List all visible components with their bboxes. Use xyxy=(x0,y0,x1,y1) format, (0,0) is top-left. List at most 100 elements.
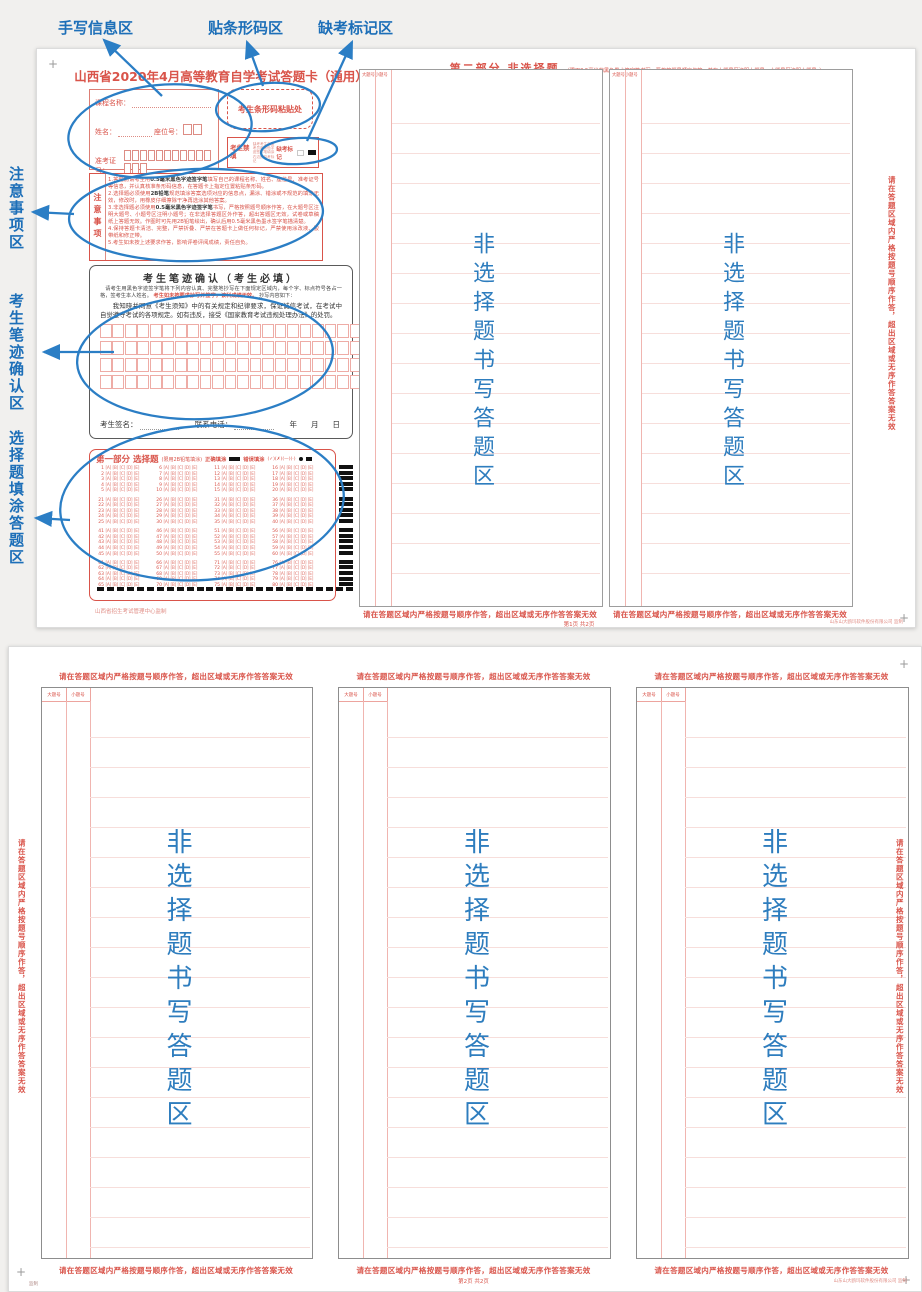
option-bubble-B: [B] xyxy=(228,551,235,557)
timing-mark xyxy=(339,476,353,481)
option-bubble-E: [E] xyxy=(191,519,198,525)
copy-grid-cell xyxy=(312,375,324,390)
confirm-statement: 我知晓并同意《考生须知》中的有关规定和纪律要求，保证诚信考试，在考试中自觉遵守考… xyxy=(100,301,342,319)
essay-area-watermark: 非选择题书写答题区 xyxy=(459,828,490,1134)
sync-dash xyxy=(276,587,284,591)
wrong-fill-label: 错误填涂 xyxy=(243,457,265,463)
timing-mark xyxy=(339,582,353,587)
copy-grid-cell xyxy=(149,358,162,373)
page-number: 第1页 共2页 xyxy=(563,622,595,628)
copy-grid-cell xyxy=(112,358,125,373)
copy-grid-cell xyxy=(212,341,224,356)
option-bubble-B: [B] xyxy=(112,551,119,557)
copy-grid-cell xyxy=(237,358,249,373)
copy-grid-cell xyxy=(124,375,137,390)
sync-dash xyxy=(176,587,184,591)
option-bubble-C: [C] xyxy=(119,519,126,525)
option-bubble-D: [D] xyxy=(300,519,307,525)
copy-grid-cell xyxy=(324,375,337,390)
option-bubble-A: [A] xyxy=(221,519,228,525)
copy-grid-cell xyxy=(199,324,212,339)
option-bubble-D: [D] xyxy=(300,488,307,494)
column-warning: 请在答题区域内严格按题号顺序作答，超出区域或无序作答答案无效 xyxy=(356,672,591,681)
option-bubble-A: [A] xyxy=(279,519,286,525)
notice-item-3: 3.非选择题必须使用0.5毫米黑色字迹签字笔书写，严格按照题号顺序作答，在大题号… xyxy=(108,205,319,225)
timing-mark xyxy=(339,528,353,533)
essay-area-watermark: 非选择题书写答题区 xyxy=(469,232,494,493)
big-question-divider xyxy=(363,701,364,1258)
essay-column-2: 大题号小题号 非选择题书写答题区 xyxy=(609,69,853,607)
option-bubble-D: [D] xyxy=(184,519,191,525)
sheet-title: 山西省2020年4月高等教育自学考试答题卡（通用） xyxy=(74,69,368,84)
forbidden-note: 缺考考生由监考员用黑色字迹签字笔填涂右边的缺考标记 xyxy=(252,141,275,163)
column-warning: 请在答题区域内严格按题号顺序作答，超出区域或无序作答答案无效 xyxy=(654,1266,889,1275)
confirm-instruction-b: 抄写内容如下： xyxy=(258,292,296,299)
small-question-header: 小题号 xyxy=(66,688,91,702)
copy-grid-cell xyxy=(249,375,262,390)
copy-grid-cell xyxy=(299,358,312,373)
question-50: 50 [A] [B] [C] [D] [E] xyxy=(153,552,211,558)
question-number: 60 xyxy=(272,551,278,557)
copy-grid-cell xyxy=(112,341,125,356)
question-70: 70 [A] [B] [C] [D] [E] xyxy=(153,583,211,589)
essay-column-5: 大题号 小题号 非选择题书写答题区 xyxy=(636,687,909,1259)
copy-grid-cell xyxy=(224,341,237,356)
big-question-divider xyxy=(375,70,376,606)
big-question-divider xyxy=(661,701,662,1258)
timing-mark xyxy=(339,470,353,475)
sync-dash xyxy=(216,587,224,591)
question-30: 30 [A] [B] [C] [D] [E] xyxy=(153,520,211,526)
copy-grid-row xyxy=(100,358,374,373)
phone-label: 联系电话： xyxy=(194,420,233,429)
option-bubble-B: [B] xyxy=(170,488,177,494)
choice-subtitle: (限用2B铅笔填涂) xyxy=(161,456,203,463)
option-bubble-B: [B] xyxy=(228,583,235,589)
copy-grid-cell xyxy=(100,324,112,339)
copy-grid-cell xyxy=(312,358,324,373)
confirm-instruction: 请考生用黑色字迹签字笔将下列内容认真、完整地抄写在下面规定区域内，每个字、标点符… xyxy=(100,286,342,300)
sync-dash xyxy=(306,587,314,591)
column-warning: 请在答题区域内严格按题号顺序作答，超出区域或无序作答答案无效 xyxy=(613,610,847,619)
timing-mark xyxy=(339,571,353,575)
copy-grid-cell xyxy=(249,358,262,373)
margin-warning-right: 请在答题区域内严格按题号顺序作答，超出区域或无序作答答案无效 xyxy=(887,176,897,431)
sync-dash xyxy=(296,587,304,591)
copy-grid-row xyxy=(100,324,374,339)
sync-dash xyxy=(256,587,264,591)
timing-mark xyxy=(339,502,353,507)
part1-label: 第一部分 xyxy=(96,455,131,465)
option-bubble-C: [C] xyxy=(119,551,126,557)
option-bubble-E: [E] xyxy=(249,488,256,494)
essay-area-watermark: 非选择题书写答题区 xyxy=(719,232,744,493)
copy-grid-cell xyxy=(112,324,125,339)
copy-grid-cell xyxy=(312,341,324,356)
sync-dash xyxy=(325,587,333,591)
copy-grid-cell xyxy=(162,375,175,390)
question-row: 45 [A] [B] [C] [D] [E] 50 [A] [B] [C] [D] [E] 55 [A][… xyxy=(95,552,332,558)
seat-digit-box xyxy=(183,124,192,135)
copy-grid-cell xyxy=(212,324,224,339)
sync-dash xyxy=(196,587,204,591)
sync-dash-row xyxy=(97,587,353,591)
copy-grid-cell xyxy=(274,341,287,356)
multiple-choice-box: 第一部分 选择题 (限用2B铅笔填涂) 正确填涂 错误填涂 (✓)(✗)(—)(… xyxy=(89,449,336,601)
question-number: 45 xyxy=(98,551,104,557)
essay-column-3: 大题号 小题号 非选择题书写答题区 xyxy=(41,687,313,1259)
copy-grid-cell xyxy=(337,341,349,356)
question-number: 30 xyxy=(156,519,162,525)
copy-grid-cell xyxy=(299,324,312,339)
option-bubble-B: [B] xyxy=(286,519,293,525)
sync-dash xyxy=(286,587,294,591)
annotation-choice-fill-area: 选择题填涂答题区 xyxy=(7,430,25,566)
barcode-paste-label: 考生条形码粘贴处 xyxy=(238,104,302,114)
ticket-digit-box xyxy=(196,150,204,161)
question-45: 45 [A] [B] [C] [D] [E] xyxy=(95,552,153,558)
signature-label: 考生签名： xyxy=(100,420,138,429)
option-bubble-C: [C] xyxy=(119,583,126,589)
question-block-1: 1 [A] [B] [C] [D] [E] 6 [A] [B] [C] [D] [E] 11 [A] [B]… xyxy=(95,466,332,494)
copy-grid-cell xyxy=(199,358,212,373)
margin-warning-right: 请在答题区域内严格按题号顺序作答，超出区域或无序作答答案无效 xyxy=(895,839,905,1094)
option-bubble-C: [C] xyxy=(293,583,300,589)
question-block-4: 61 [A] [B] [C] [D] [E] 66 [A] [B] [C] [D] [E] 71 [A][… xyxy=(95,561,332,589)
